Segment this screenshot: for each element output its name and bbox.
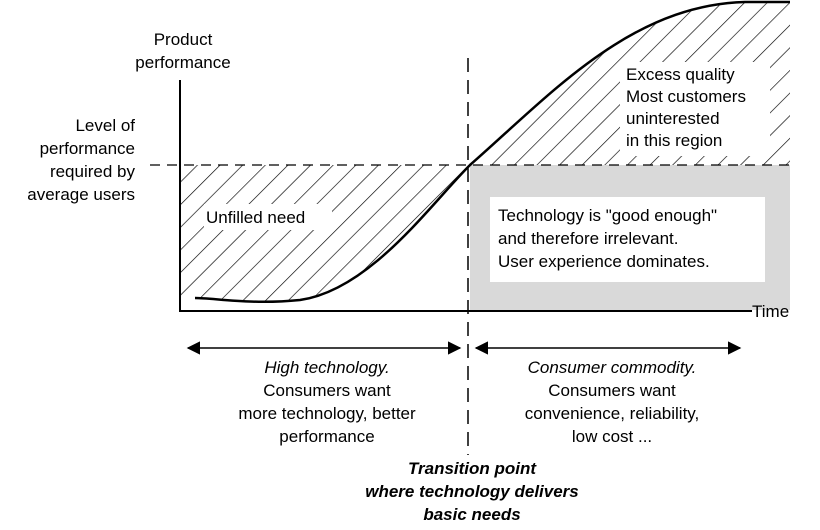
high-technology-line-1: Consumers want xyxy=(263,381,391,400)
unfilled-need-label: Unfilled need xyxy=(206,208,305,227)
threshold-label-line-2: performance xyxy=(40,139,135,158)
performance-curve xyxy=(194,0,790,304)
threshold-label-line-1: Level of xyxy=(75,116,135,135)
transition-label-line-1: Transition point xyxy=(408,459,537,478)
high-technology-title: High technology. xyxy=(264,358,389,377)
unfilled-need-text-backdrop xyxy=(204,204,332,230)
y-axis-label-line-1: Product xyxy=(154,30,213,49)
consumer-commodity-line-1: Consumers want xyxy=(548,381,676,400)
consumer-commodity-line-3: low cost ... xyxy=(572,427,652,446)
excess-quality-text-backdrop xyxy=(620,62,770,156)
unfilled-need-region xyxy=(180,165,470,302)
good-enough-text-box xyxy=(490,197,765,282)
good-enough-line-2: and therefore irrelevant. xyxy=(498,229,679,248)
good-enough-line-1: Technology is "good enough" xyxy=(498,206,717,225)
consumer-commodity-line-2: convenience, reliability, xyxy=(525,404,700,423)
y-axis-label-line-2: performance xyxy=(135,53,230,72)
excess-quality-line-2: Most customers xyxy=(626,87,746,106)
threshold-label-line-4: average users xyxy=(27,185,135,204)
consumer-commodity-title: Consumer commodity. xyxy=(528,358,697,377)
x-axis-label: Time xyxy=(752,302,789,321)
threshold-label-line-3: required by xyxy=(50,162,136,181)
transition-label-line-3: basic needs xyxy=(423,505,520,524)
transition-label-line-2: where technology delivers xyxy=(365,482,579,501)
high-technology-line-3: performance xyxy=(279,427,374,446)
excess-quality-line-1: Excess quality xyxy=(626,65,735,84)
good-enough-line-3: User experience dominates. xyxy=(498,252,710,271)
excess-quality-line-3: uninterested xyxy=(626,109,720,128)
high-technology-line-2: more technology, better xyxy=(238,404,416,423)
excess-quality-line-4: in this region xyxy=(626,131,722,150)
